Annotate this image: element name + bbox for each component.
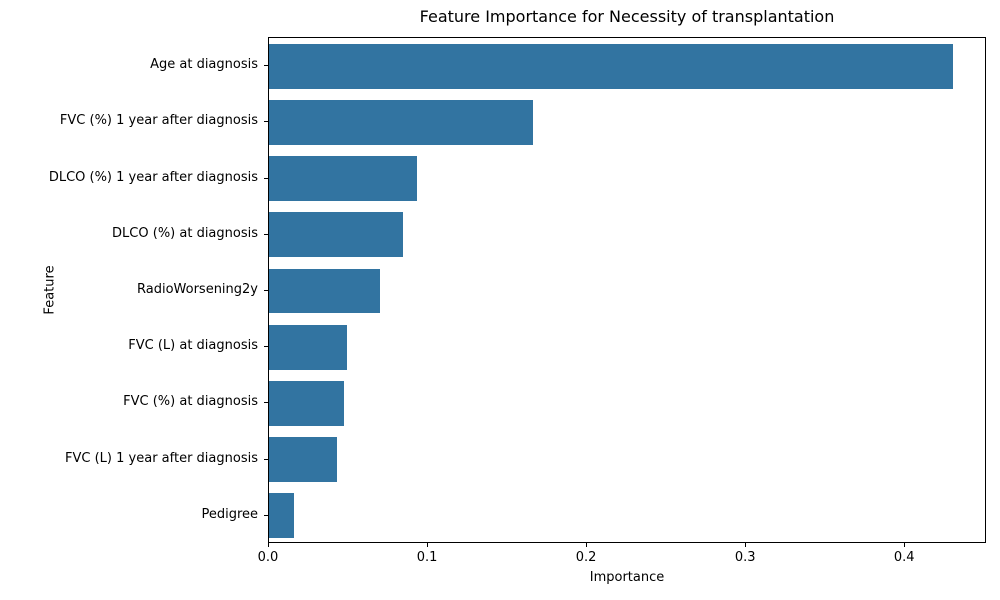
y-tick-mark <box>264 458 268 460</box>
bar <box>269 437 338 483</box>
bar <box>269 156 417 202</box>
x-tick-mark <box>267 543 269 547</box>
y-tick-mark <box>264 346 268 348</box>
bar <box>269 324 347 370</box>
x-tick-label: 0.3 <box>734 550 756 565</box>
y-tick-mark <box>264 121 268 123</box>
bar <box>269 268 381 314</box>
x-tick-label: 0.1 <box>416 550 438 565</box>
y-tick-label: FVC (L) 1 year after diagnosis <box>65 450 258 466</box>
y-tick-label: FVC (%) 1 year after diagnosis <box>59 113 258 129</box>
bar <box>269 99 534 145</box>
y-tick-mark <box>264 290 268 291</box>
plot-area <box>268 37 986 543</box>
bar <box>269 493 295 539</box>
bar <box>269 380 344 426</box>
y-tick-label: Age at diagnosis <box>150 57 258 73</box>
y-tick-label: Pedigree <box>201 506 258 522</box>
x-tick-label: 0.0 <box>257 550 279 565</box>
y-tick-label: FVC (L) at diagnosis <box>128 338 258 354</box>
y-tick-mark <box>264 402 268 404</box>
x-tick-mark <box>903 543 905 547</box>
x-tick-mark <box>426 543 428 547</box>
chart-title: Feature Importance for Necessity of tran… <box>419 7 835 26</box>
bar <box>269 212 403 258</box>
x-tick-mark <box>744 543 746 547</box>
y-tick-mark <box>264 177 268 179</box>
x-axis-label: Importance <box>589 570 665 585</box>
x-tick-mark <box>585 543 587 547</box>
y-tick-label: RadioWorsening2y <box>137 282 258 297</box>
x-tick-label: 0.4 <box>893 550 915 565</box>
y-tick-label: DLCO (%) 1 year after diagnosis <box>48 169 258 185</box>
bar <box>269 43 953 89</box>
y-tick-mark <box>264 233 268 235</box>
y-tick-label: DLCO (%) at diagnosis <box>112 225 258 241</box>
y-axis-tick-labels: Age at diagnosis FVC (%) 1 year after dia… <box>0 37 258 543</box>
y-tick-mark <box>264 65 268 67</box>
x-tick-label: 0.2 <box>575 550 597 565</box>
y-tick-mark <box>264 514 268 516</box>
y-axis-label: Feature <box>42 265 58 315</box>
y-tick-label: FVC (%) at diagnosis <box>123 394 258 410</box>
